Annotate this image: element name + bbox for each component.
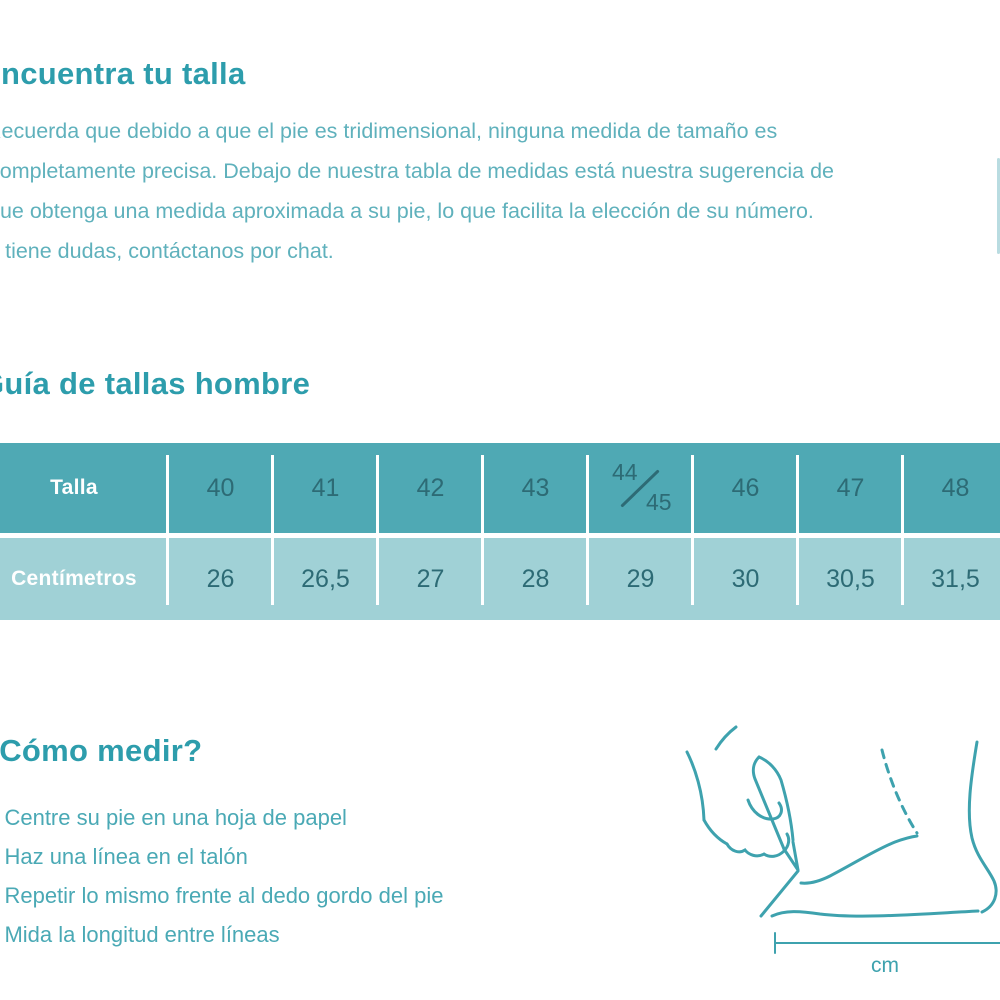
row-label-talla: Talla (50, 476, 98, 499)
hand-with-pencil-drawing (685, 725, 800, 918)
intro-line: completamente precisa. Debajo de nuestra… (0, 159, 834, 183)
column-divider (901, 455, 904, 605)
intro-paragraph: Recuerda que debido a que el pie es trid… (0, 111, 834, 271)
cm-cell: 30,5 (826, 564, 875, 593)
column-divider (271, 455, 274, 605)
intro-line: Recuerda que debido a que el pie es trid… (0, 119, 778, 143)
cm-cell: 28 (521, 564, 550, 593)
size-44: 44 (612, 459, 638, 485)
measure-steps-list: 1. Centre su pie en una hoja de papel 2.… (0, 798, 443, 954)
section-title-size-guide: Guía de tallas hombre (0, 366, 311, 401)
table-row-divider (0, 533, 1000, 538)
size-cell: 42 (416, 473, 445, 502)
foot-outline-drawing (770, 740, 998, 918)
cm-cell: 26,5 (301, 564, 350, 593)
column-divider (586, 455, 589, 605)
row-label-centimetros: Centímetros (11, 567, 137, 590)
size-cell: 40 (206, 473, 235, 502)
measure-step: 2. Haz una línea en el talón (0, 844, 248, 869)
size-cell: 47 (836, 473, 865, 502)
right-edge-scrollbar-thumb[interactable] (997, 158, 1000, 254)
cm-cell: 30 (731, 564, 760, 593)
measurement-ruler-line (774, 932, 1000, 954)
size-table: Talla 40 41 42 43 44 45 46 47 48 Centíme… (0, 443, 1000, 620)
column-divider (481, 455, 484, 605)
size-table-row-centimetros: Centímetros 26 26,5 27 28 29 30 30,5 31,… (0, 538, 1000, 620)
size-45: 45 (646, 489, 672, 515)
measure-step: 4. Mida la longitud entre líneas (0, 922, 280, 947)
column-divider (166, 455, 169, 605)
column-divider (796, 455, 799, 605)
section-title-how-to-measure: ¿Cómo medir? (0, 733, 203, 768)
size-cell: 41 (311, 473, 340, 502)
size-cell: 46 (731, 473, 760, 502)
page-title: Encuentra tu talla (0, 56, 246, 91)
foot-measurement-illustration: cm (685, 725, 1000, 977)
intro-line: que obtenga una medida aproximada a su p… (0, 199, 814, 223)
size-cell: 43 (521, 473, 550, 502)
column-divider (691, 455, 694, 605)
size-cell-44-45: 44 45 (588, 443, 693, 533)
column-divider (376, 455, 379, 605)
size-table-row-talla: Talla 40 41 42 43 44 45 46 47 48 (0, 443, 1000, 533)
measure-step: 3. Repetir lo mismo frente al dedo gordo… (0, 883, 444, 908)
cm-cell: 29 (626, 564, 655, 593)
cm-cell: 26 (206, 564, 235, 593)
measure-step: 1. Centre su pie en una hoja de papel (0, 805, 347, 830)
cm-cell: 27 (416, 564, 445, 593)
intro-line: Si tiene dudas, contáctanos por chat. (0, 239, 334, 263)
size-cell: 48 (941, 473, 970, 502)
cm-cell: 31,5 (931, 564, 980, 593)
cm-label: cm (871, 954, 899, 977)
